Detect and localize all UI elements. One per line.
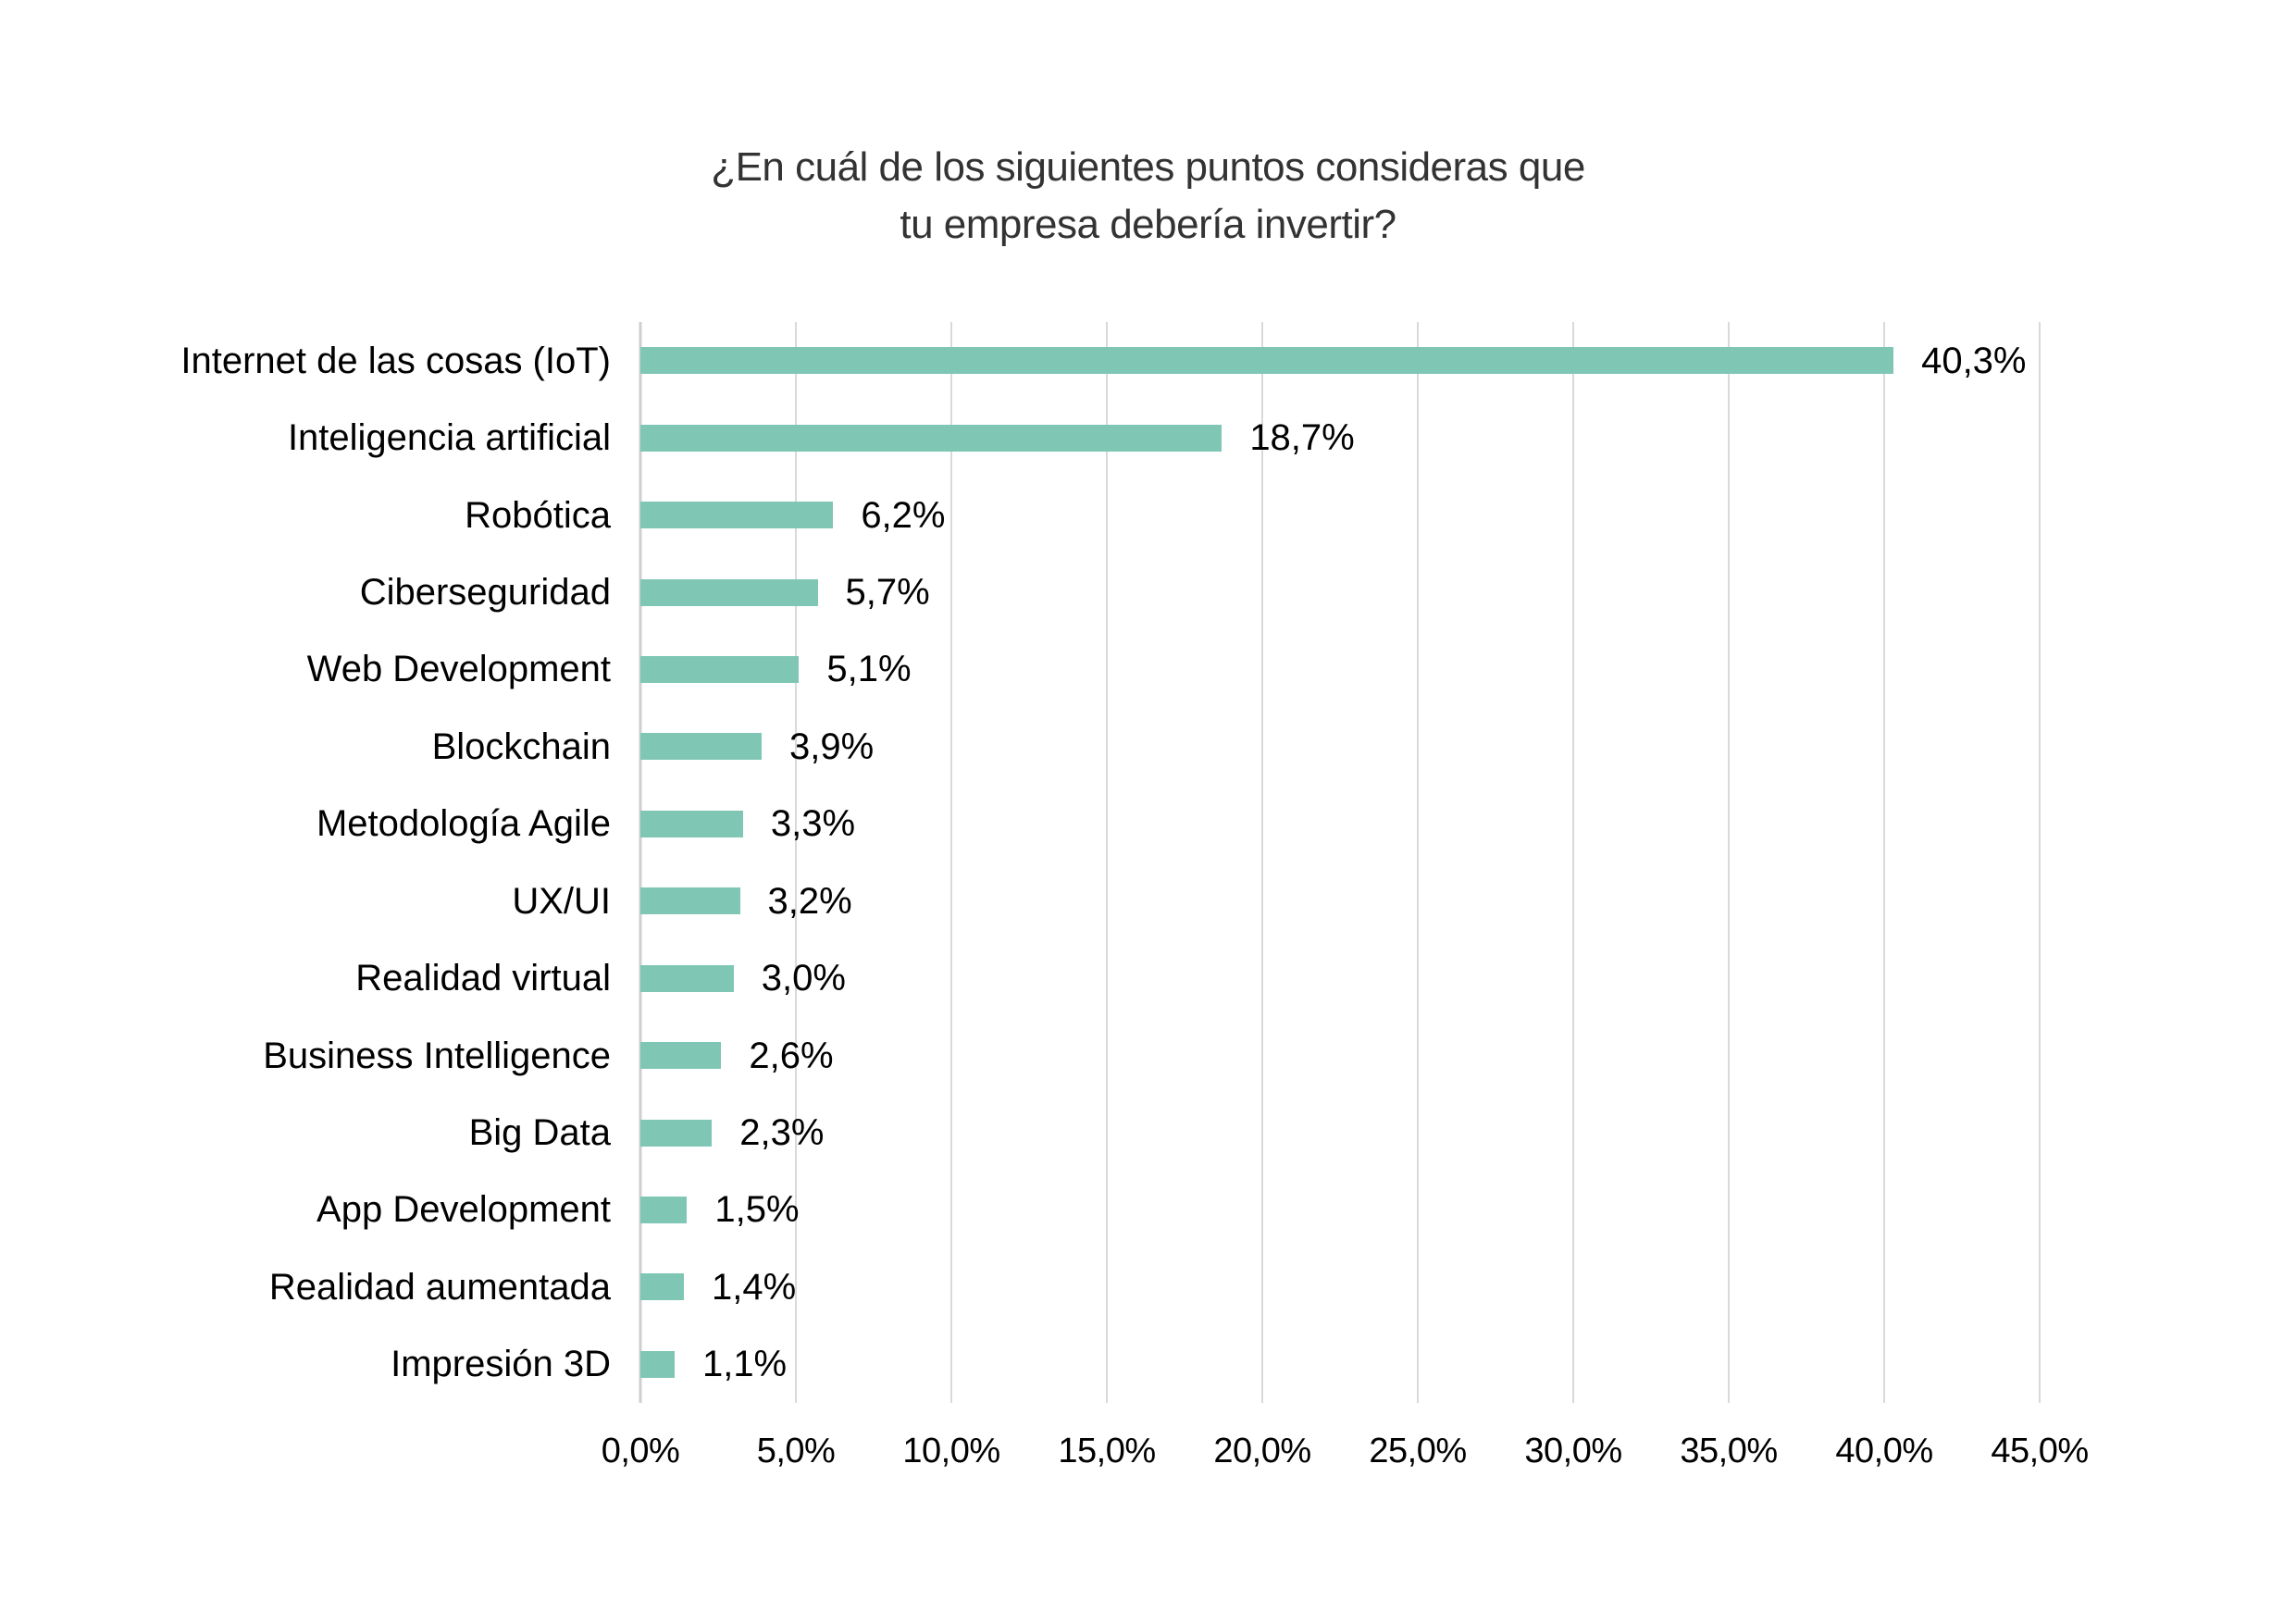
bar [640,1119,713,1147]
category-label: Blockchain [431,726,611,767]
bar-row: 1,1% [640,1346,2040,1383]
bar-value-label: 3,3% [770,803,856,845]
bar-value-label: 6,2% [861,494,946,536]
x-axis-tick-label: 40,0% [1835,1432,1933,1470]
bar-row: 2,6% [640,1037,2040,1074]
gridline [795,322,797,1403]
x-axis-tick-label: 30,0% [1524,1432,1622,1470]
bar-value-label: 3,0% [761,958,846,999]
x-axis-tick-label: 10,0% [902,1432,1000,1470]
category-label: Metodología Agile [316,803,611,845]
bar-value-label: 3,9% [789,726,875,767]
category-label: Web Development [306,649,611,690]
bar-value-label: 2,3% [739,1112,825,1153]
chart-title-line-1: ¿En cuál de los siguientes puntos consid… [711,144,1585,190]
category-label: Ciberseguridad [359,572,611,613]
category-label: Big Data [468,1112,611,1153]
bar [640,1196,688,1223]
bar-value-label: 5,7% [845,572,930,613]
category-label: UX/UI [512,880,611,922]
category-label: App Development [316,1189,611,1231]
bar [640,502,834,529]
bar [640,1350,675,1378]
x-axis-tick-label: 15,0% [1058,1432,1156,1470]
gridline [1883,322,1885,1403]
bar [640,964,734,992]
bar [640,655,800,683]
bar-row: 6,2% [640,497,2040,534]
gridline [1106,322,1108,1403]
gridline [950,322,952,1403]
bar-value-label: 1,5% [714,1189,800,1231]
bar [640,1273,685,1301]
bar [640,887,740,915]
bar [640,424,1222,452]
bar-row: 5,1% [640,651,2040,688]
x-axis-tick-label: 45,0% [1991,1432,2089,1470]
bar-row: 5,7% [640,574,2040,611]
bar-row: 3,3% [640,805,2040,842]
gridline [1728,322,1730,1403]
bar-row: 40,3% [640,342,2040,379]
bar [640,810,743,837]
bar-value-label: 1,4% [712,1266,797,1308]
bar-row: 3,9% [640,728,2040,765]
bar [640,733,763,761]
x-axis-tick-label: 25,0% [1369,1432,1467,1470]
bar-row: 1,5% [640,1191,2040,1228]
category-label: Internet de las cosas (IoT) [180,340,611,381]
category-label: Inteligencia artificial [287,417,611,459]
bar-value-label: 3,2% [767,880,852,922]
bar-row: 2,3% [640,1114,2040,1151]
bar-value-label: 5,1% [826,649,912,690]
category-label: Business Intelligence [263,1035,611,1076]
bar-row: 3,2% [640,883,2040,920]
bar [640,347,1894,375]
x-axis-tick-label: 0,0% [601,1432,680,1470]
bar-row: 1,4% [640,1269,2040,1306]
chart-title-line-2: tu empresa debería invertir? [900,202,1396,247]
chart-title: ¿En cuál de los siguientes puntos consid… [0,139,2296,254]
y-axis-category-labels: Internet de las cosas (IoT) Inteligencia … [56,322,611,1403]
category-label: Realidad aumentada [268,1266,611,1308]
gridline [2039,322,2041,1403]
plot-area: 40,3% 18,7% 6,2% 5,7% 5,1% 3,9% 3,3% 3,2% 3,0% 2,… [639,322,2041,1403]
category-label: Robótica [465,494,611,536]
category-label: Impresión 3D [391,1344,611,1385]
bar-row: 3,0% [640,960,2040,997]
x-axis-tick-label: 35,0% [1680,1432,1778,1470]
x-axis-tick-label: 20,0% [1213,1432,1311,1470]
bar-row: 18,7% [640,419,2040,456]
category-label: Realidad virtual [355,958,611,999]
gridline [1261,322,1263,1403]
x-axis-tick-label: 5,0% [756,1432,836,1470]
y-axis-line [639,322,642,1403]
gridline [1417,322,1419,1403]
bar [640,1042,722,1070]
bar-value-label: 1,1% [701,1344,788,1385]
bar [640,578,818,606]
x-axis-tick-labels: 0,0% 5,0% 10,0% 15,0% 20,0% 25,0% 30,0% 35,0% 40… [602,1432,2089,1489]
gridline [1572,322,1574,1403]
bar-value-label: 18,7% [1249,417,1355,459]
bar-value-label: 40,3% [1921,340,2027,381]
bar-value-label: 2,6% [749,1035,834,1076]
